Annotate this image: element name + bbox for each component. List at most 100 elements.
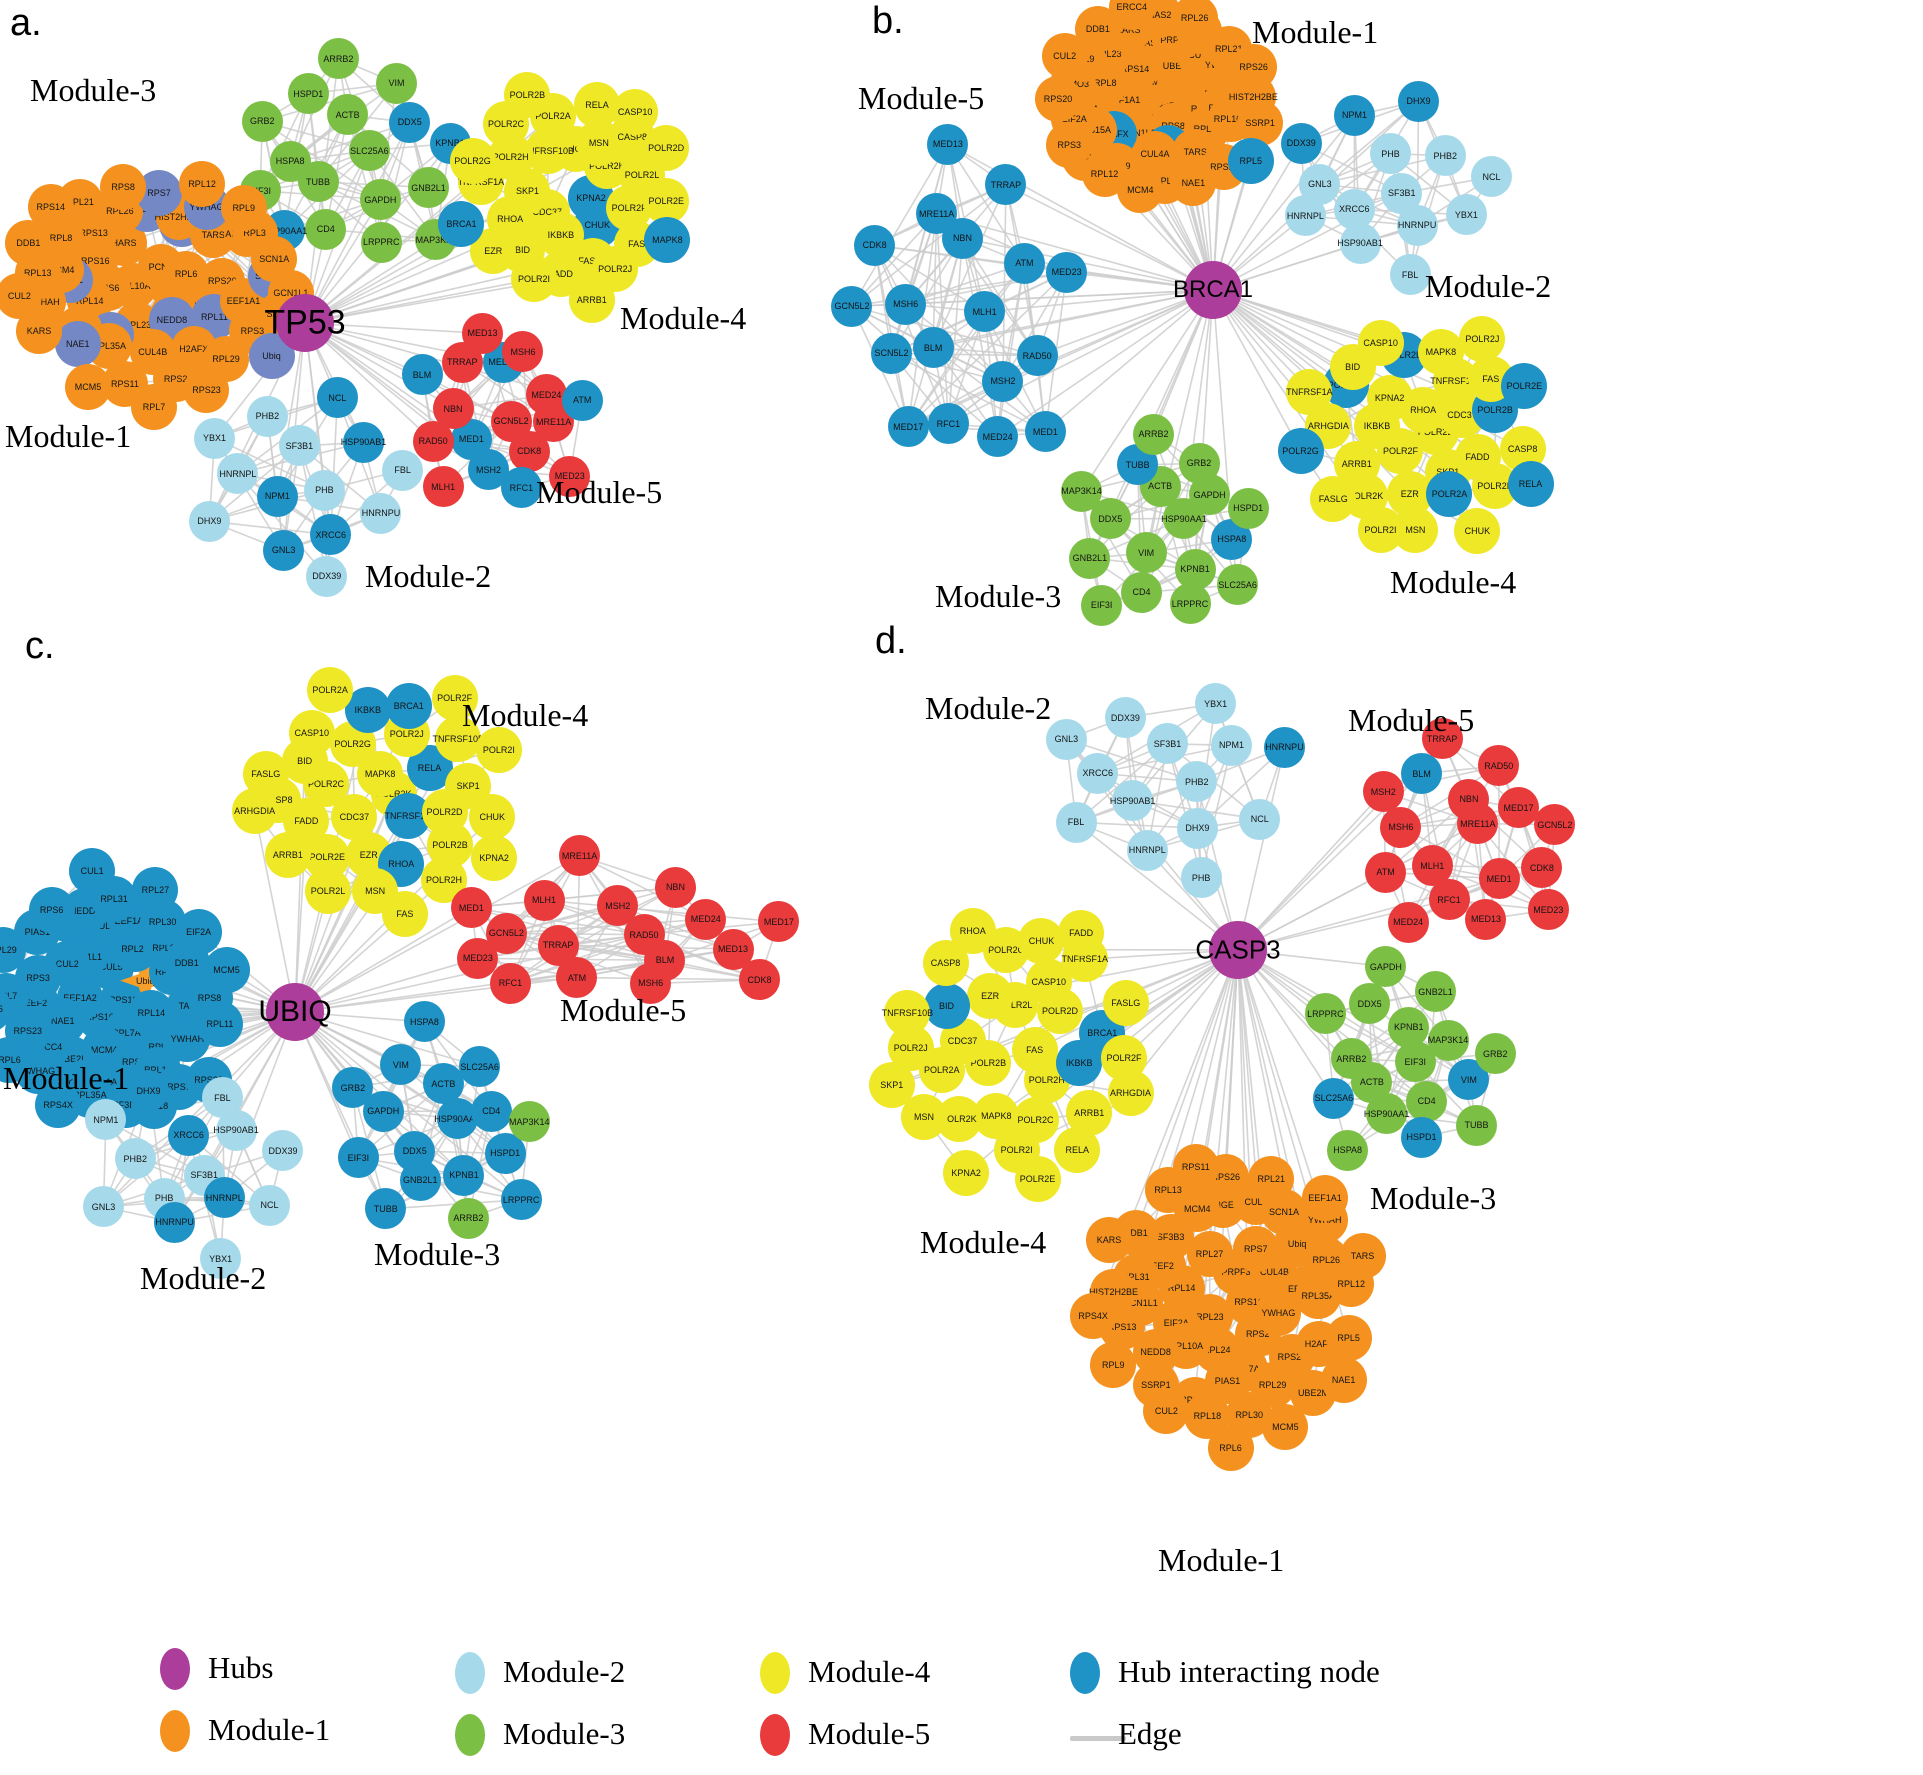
node-MAPK8[interactable]: MAPK8 [644, 216, 691, 263]
hub-node-CASP3[interactable] [1209, 921, 1267, 979]
node-NPM1[interactable]: NPM1 [1211, 724, 1252, 766]
node-ARRB2[interactable]: ARRB2 [1133, 413, 1175, 455]
node-RPS4X[interactable]: RPS4X [1070, 1292, 1117, 1339]
node-HNRNPL[interactable]: HNRNPL [203, 1177, 245, 1219]
node-LRPPRC[interactable]: LRPPRC [1169, 583, 1211, 625]
node-BID[interactable]: BID [923, 982, 970, 1029]
node-POLR2G[interactable]: POLR2G [1277, 427, 1324, 474]
node-HSP90AB1[interactable]: HSP90AB1 [1337, 222, 1383, 264]
node-RFC1[interactable]: RFC1 [927, 403, 969, 445]
node-HSPA8[interactable]: HSPA8 [269, 140, 311, 182]
node-NPM1[interactable]: NPM1 [1333, 94, 1375, 136]
node-ARHGDIA[interactable]: ARHGDIA [231, 787, 278, 834]
node-TUBB[interactable]: TUBB [1456, 1104, 1498, 1146]
node-MED1[interactable]: MED1 [450, 887, 492, 929]
node-RPS20[interactable]: RPS20 [1034, 75, 1081, 122]
node-MSH6[interactable]: MSH6 [885, 283, 927, 325]
node-FASLG[interactable]: FASLG [1102, 979, 1149, 1026]
node-GCN5L2[interactable]: GCN5L2 [831, 285, 873, 327]
node-MED1[interactable]: MED1 [1478, 858, 1520, 900]
hub-node-UBIQ[interactable] [266, 983, 324, 1041]
node-RHOA[interactable]: RHOA [949, 907, 996, 954]
node-HNRNPU[interactable]: HNRNPU [1263, 726, 1305, 768]
node-POLR2E[interactable]: POLR2E [1501, 362, 1548, 409]
node-ARRB2[interactable]: ARRB2 [447, 1197, 489, 1239]
node-YBX1[interactable]: YBX1 [194, 417, 235, 459]
node-PHB2[interactable]: PHB2 [246, 395, 288, 437]
node-FASLG[interactable]: FASLG [1310, 476, 1357, 523]
node-ARRB1[interactable]: ARRB1 [568, 276, 615, 323]
node-XRCC6[interactable]: XRCC6 [168, 1114, 210, 1156]
node-KPNA2[interactable]: KPNA2 [943, 1149, 990, 1196]
node-NBN[interactable]: NBN [654, 866, 696, 908]
hub-node-BRCA1[interactable] [1184, 261, 1242, 319]
node-FADD[interactable]: FADD [1058, 910, 1105, 957]
node-NCL[interactable]: NCL [316, 377, 358, 419]
node-CDK8[interactable]: CDK8 [854, 224, 896, 266]
node-MED23[interactable]: MED23 [1046, 251, 1088, 293]
node-DHX9[interactable]: DHX9 [188, 500, 230, 542]
node-CDK8[interactable]: CDK8 [738, 959, 780, 1001]
node-MLH1[interactable]: MLH1 [964, 291, 1006, 333]
node-DHX9[interactable]: DHX9 [1398, 80, 1440, 122]
node-ATM[interactable]: ATM [1003, 242, 1045, 284]
node-CD4[interactable]: CD4 [470, 1090, 512, 1132]
node-NCL[interactable]: NCL [1239, 798, 1281, 840]
node-GNL3[interactable]: GNL3 [1045, 718, 1087, 760]
node-RPS6[interactable]: RPS6 [28, 886, 75, 933]
node-PHB2[interactable]: PHB2 [1424, 135, 1466, 177]
hub-node-TP53[interactable] [276, 294, 334, 352]
node-POLR2E[interactable]: POLR2E [1014, 1155, 1061, 1202]
node-EIF3I[interactable]: EIF3I [1081, 584, 1123, 626]
node-MAP3K14[interactable]: MAP3K14 [508, 1101, 550, 1143]
node-SLC25A6[interactable]: SLC25A6 [1313, 1077, 1355, 1119]
node-HSPD1[interactable]: HSPD1 [1401, 1116, 1443, 1158]
node-MED17[interactable]: MED17 [887, 406, 929, 448]
node-FBL[interactable]: FBL [1055, 801, 1097, 843]
node-ATM[interactable]: ATM [1365, 851, 1407, 893]
node-GNB2L1[interactable]: GNB2L1 [399, 1159, 441, 1201]
node-ACTB[interactable]: ACTB [422, 1063, 464, 1105]
node-PHB[interactable]: PHB [1370, 133, 1412, 175]
node-YBX1[interactable]: YBX1 [1445, 194, 1487, 236]
node-EEF1A1[interactable]: EEF1A1 [1301, 1175, 1348, 1222]
node-BRCA1[interactable]: BRCA1 [438, 200, 485, 247]
node-RPL21[interactable]: RPL21 [1248, 1155, 1295, 1202]
node-RPL12[interactable]: RPL12 [1081, 150, 1128, 197]
node-RPL12[interactable]: RPL12 [179, 160, 226, 207]
node-MED24[interactable]: MED24 [1387, 901, 1429, 943]
node-RPS7[interactable]: RPS7 [1232, 1226, 1279, 1273]
node-BLM[interactable]: BLM [401, 354, 443, 396]
node-RPS14[interactable]: RPS14 [27, 184, 74, 231]
node-VIM[interactable]: VIM [1125, 532, 1167, 574]
node-RPL5[interactable]: RPL5 [1325, 1315, 1372, 1362]
node-MLH1[interactable]: MLH1 [523, 879, 565, 921]
node-KPNB1[interactable]: KPNB1 [1388, 1006, 1430, 1048]
node-TARS[interactable]: TARS [1339, 1232, 1386, 1279]
node-LRPPRC[interactable]: LRPPRC [500, 1179, 542, 1221]
node-KARS[interactable]: KARS [1086, 1217, 1133, 1264]
node-RPL7[interactable]: RPL7 [131, 383, 177, 430]
node-PHB[interactable]: PHB [1180, 857, 1222, 899]
node-CASP10[interactable]: CASP10 [612, 88, 659, 135]
node-DHX9[interactable]: DHX9 [1176, 807, 1218, 849]
node-EZR[interactable]: EZR [967, 973, 1014, 1020]
node-PHB2[interactable]: PHB2 [114, 1138, 156, 1180]
node-HNRNPL[interactable]: HNRNPL [1126, 829, 1168, 871]
node-RPL6[interactable]: RPL6 [1207, 1424, 1254, 1471]
node-HSPD1[interactable]: HSPD1 [1227, 487, 1269, 529]
node-MCM5[interactable]: MCM5 [65, 363, 112, 410]
node-CD4[interactable]: CD4 [305, 208, 347, 250]
node-XRCC6[interactable]: XRCC6 [1077, 752, 1119, 794]
node-BLM[interactable]: BLM [912, 327, 954, 369]
node-KPNB1[interactable]: KPNB1 [443, 1154, 485, 1196]
node-MLH1[interactable]: MLH1 [422, 466, 464, 508]
node-SCN5L2[interactable]: SCN5L2 [870, 332, 912, 374]
node-MAP3K14[interactable]: MAP3K14 [1060, 470, 1102, 512]
node-HNRNPU[interactable]: HNRNPU [360, 492, 402, 534]
node-CD4[interactable]: CD4 [1406, 1080, 1448, 1122]
node-TNFRSF1A[interactable]: TNFRSF1A [1286, 368, 1333, 415]
node-GNB2L1[interactable]: GNB2L1 [1069, 537, 1111, 579]
node-RPL11[interactable]: RPL11 [196, 1001, 243, 1048]
node-DDX39[interactable]: DDX39 [1104, 697, 1146, 739]
